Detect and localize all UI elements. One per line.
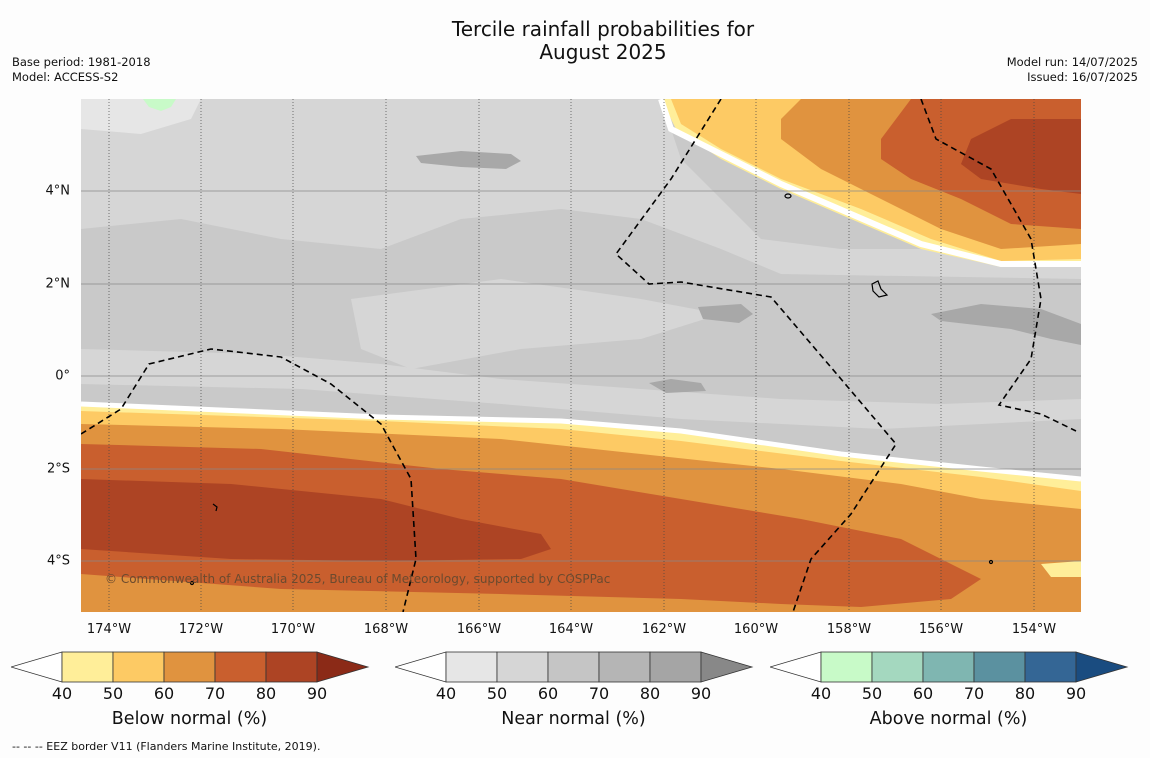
- colorbar-tick: 40: [435, 684, 457, 703]
- x-tick: 170°W: [270, 622, 316, 637]
- colorbar-tick: 90: [690, 684, 712, 703]
- colorbar-swatch: [871, 651, 924, 683]
- colorbar-lower-arrow: [395, 651, 447, 683]
- colorbar-swatch: [973, 651, 1026, 683]
- colorbar-tick: 90: [306, 684, 328, 703]
- colorbar-swatch: [163, 651, 216, 683]
- colorbar-tick: 50: [486, 684, 508, 703]
- meta-left: Base period: 1981-2018 Model: ACCESS-S2: [12, 55, 151, 85]
- colorbar-tick: 60: [153, 684, 175, 703]
- eez-footnote: -- -- -- EEZ border V11 (Flanders Marine…: [12, 740, 321, 753]
- model-text: Model: ACCESS-S2: [12, 70, 119, 84]
- colorbar-above-normal: 40 50 60 70 80 90 Above normal (%): [770, 651, 1130, 731]
- colorbar-tick: 40: [51, 684, 73, 703]
- colorbar-swatch: [1024, 651, 1077, 683]
- y-tick: 2°S: [46, 461, 70, 477]
- colorbar-lower-arrow: [770, 651, 822, 683]
- y-tick: 2°N: [45, 276, 71, 292]
- colorbar-tick: 80: [1014, 684, 1036, 703]
- colorbar-tick: 40: [810, 684, 832, 703]
- north-light-band: [81, 99, 1081, 279]
- colorbar-swatch: [547, 651, 600, 683]
- equator-light-band: [81, 349, 1081, 429]
- colorbar-tick: 70: [204, 684, 226, 703]
- colorbar-tick: 50: [861, 684, 883, 703]
- colorbar-swatch: [214, 651, 267, 683]
- x-tick: 168°W: [363, 622, 409, 637]
- x-tick: 166°W: [456, 622, 502, 637]
- dark-grey-patch: [649, 379, 706, 393]
- y-tick: 4°N: [45, 183, 71, 199]
- colorbar-label: Near normal (%): [501, 709, 646, 729]
- colorbar-tick: 60: [912, 684, 934, 703]
- above-normal-patch: [143, 99, 176, 111]
- colorbar-below-normal: 40 50 60 70 80 90 Below normal (%): [11, 651, 371, 731]
- below-70-south: [81, 444, 981, 607]
- colorbar-swatch: [598, 651, 651, 683]
- colorbar-near-normal: 40 50 60 70 80 90 Near normal (%): [395, 651, 755, 731]
- colorbar-upper-arrow: [1075, 651, 1129, 683]
- colorbar-tick: 90: [1065, 684, 1087, 703]
- colorbar-lower-arrow: [11, 651, 63, 683]
- issued-text: Issued: 16/07/2025: [1027, 70, 1138, 84]
- x-tick: 174°W: [86, 622, 132, 637]
- title-line-2: August 2025: [539, 40, 667, 64]
- colorbar-swatch: [112, 651, 165, 683]
- x-tick: 158°W: [826, 622, 872, 637]
- colorbar-upper-arrow: [700, 651, 754, 683]
- meta-right: Model run: 14/07/2025 Issued: 16/07/2025: [1007, 55, 1138, 85]
- below-80-ne: [961, 119, 1081, 194]
- colorbar-tick: 80: [639, 684, 661, 703]
- colorbar-tick: 70: [963, 684, 985, 703]
- colorbar-swatch: [649, 651, 702, 683]
- colorbar-swatch: [445, 651, 498, 683]
- rainfall-map: [81, 99, 1081, 612]
- colorbar-near-swatches: [395, 651, 754, 683]
- dark-grey-patch: [931, 304, 1081, 345]
- x-tick: 154°W: [1011, 622, 1057, 637]
- copyright-text: © Commonwealth of Australia 2025, Bureau…: [105, 572, 611, 586]
- x-tick: 164°W: [548, 622, 594, 637]
- island-outlines: [189, 193, 994, 586]
- colorbar-swatch: [820, 651, 873, 683]
- dark-grey-patch: [698, 304, 753, 323]
- colorbar-label: Above normal (%): [869, 709, 1028, 729]
- y-tick: 0°: [55, 368, 70, 384]
- colorbar-swatch: [265, 651, 318, 683]
- model-run-text: Model run: 14/07/2025: [1006, 55, 1138, 69]
- x-tick: 172°W: [178, 622, 224, 637]
- latitude-gridlines: [81, 190, 1081, 562]
- ne-white-edge: [658, 99, 1081, 267]
- x-tick: 162°W: [641, 622, 687, 637]
- y-tick: 4°S: [46, 553, 70, 569]
- colorbar-above-swatches: [770, 651, 1129, 683]
- colorbar-swatch: [496, 651, 549, 683]
- colorbar-swatch: [61, 651, 114, 683]
- central-light-band: [351, 279, 721, 369]
- base-period-text: Base period: 1981-2018: [12, 55, 151, 69]
- x-tick: 160°W: [733, 622, 779, 637]
- colorbar-label: Below normal (%): [111, 709, 268, 729]
- colorbar-upper-arrow: [316, 651, 370, 683]
- colorbar-tick: 50: [102, 684, 124, 703]
- title-line-1: Tercile rainfall probabilities for: [451, 17, 755, 41]
- colorbar-tick: 80: [255, 684, 277, 703]
- below-80-south: [81, 479, 551, 561]
- north-lighter-band: [81, 99, 201, 134]
- colorbar-swatch: [922, 651, 975, 683]
- map-title: Tercile rainfall probabilities for Augus…: [403, 18, 803, 64]
- colorbar-below-swatches: [11, 651, 370, 683]
- x-tick: 156°W: [918, 622, 964, 637]
- eez-borders: [81, 99, 1077, 612]
- colorbar-tick: 60: [537, 684, 559, 703]
- colorbar-tick: 70: [588, 684, 610, 703]
- dark-grey-patch: [416, 151, 521, 169]
- below-40-se-patch: [1041, 561, 1081, 577]
